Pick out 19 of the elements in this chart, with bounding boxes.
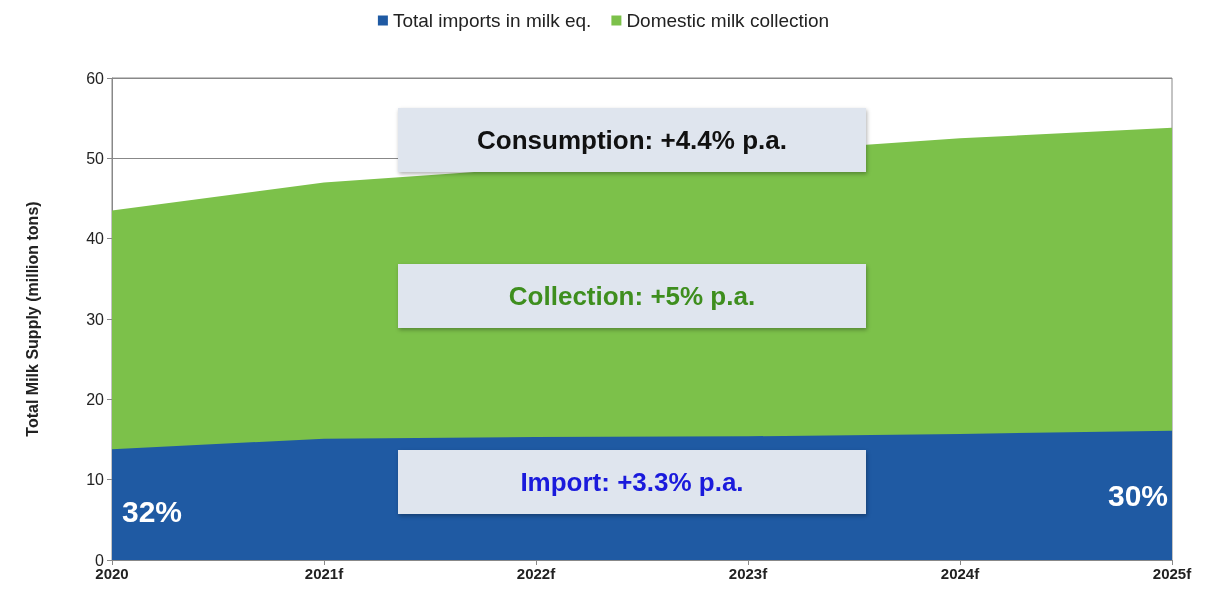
x-tick-label: 2021f xyxy=(304,565,345,582)
y-tick-label: 50 xyxy=(86,149,105,167)
legend-label: Domestic milk collection xyxy=(626,10,830,31)
text-box: Consumption: +4.4% p.a. xyxy=(398,108,866,172)
x-tick-label: 2022f xyxy=(516,565,557,582)
x-tick-label: 2025f xyxy=(1152,565,1193,582)
x-tick-label: 2024f xyxy=(940,565,981,582)
y-tick-label: 40 xyxy=(86,230,105,248)
legend-label: Total imports in milk eq. xyxy=(392,10,592,31)
x-tick-label: 2023f xyxy=(728,565,769,582)
annotation: 30% xyxy=(1107,479,1168,513)
y-tick-label: 60 xyxy=(86,69,105,87)
text-box: Collection: +5% p.a. xyxy=(398,264,866,328)
y-tick-label: 30 xyxy=(86,310,105,328)
y-tick-label: 20 xyxy=(86,390,105,408)
text-box: Import: +3.3% p.a. xyxy=(398,450,866,514)
y-axis-title: Total Milk Supply (million tons) xyxy=(23,201,41,437)
annotation: 32% xyxy=(122,495,183,529)
y-tick-label: 10 xyxy=(86,471,105,489)
